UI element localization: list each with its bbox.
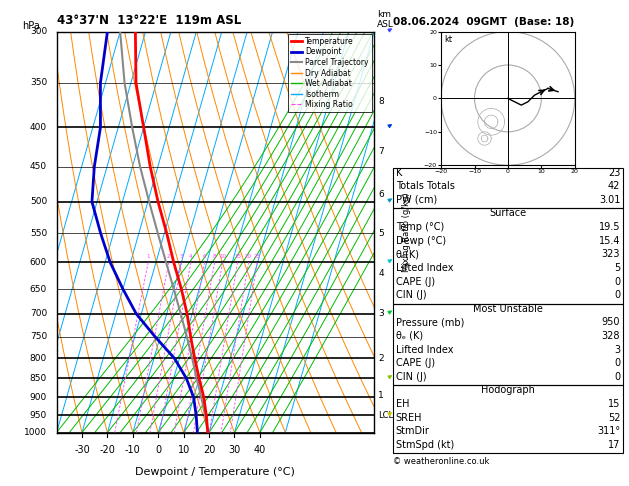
Text: Lifted Index: Lifted Index	[396, 263, 453, 273]
Text: 17: 17	[608, 440, 620, 450]
Text: 52: 52	[608, 413, 620, 423]
Text: Mixing Ratio (g/kg): Mixing Ratio (g/kg)	[401, 192, 411, 272]
Text: 1000: 1000	[24, 428, 47, 437]
Text: 0: 0	[614, 358, 620, 368]
Text: Pressure (mb): Pressure (mb)	[396, 317, 464, 328]
Text: 25: 25	[253, 254, 261, 259]
Text: Surface: Surface	[489, 208, 526, 219]
Text: 15: 15	[608, 399, 620, 409]
Text: 23: 23	[608, 168, 620, 178]
Text: 400: 400	[30, 123, 47, 132]
Text: 500: 500	[30, 197, 47, 206]
Text: km
ASL: km ASL	[377, 10, 394, 29]
Text: 5: 5	[378, 229, 384, 238]
Text: 1: 1	[147, 254, 150, 259]
Text: 950: 950	[30, 411, 47, 420]
Text: 15: 15	[234, 254, 241, 259]
Text: 15.4: 15.4	[599, 236, 620, 246]
Text: 350: 350	[30, 78, 47, 87]
Text: Temp (°C): Temp (°C)	[396, 222, 444, 232]
Text: CAPE (J): CAPE (J)	[396, 277, 435, 287]
Text: 6: 6	[203, 254, 206, 259]
Text: 10: 10	[177, 445, 190, 454]
Text: 1: 1	[378, 391, 384, 400]
Text: StmDir: StmDir	[396, 426, 430, 436]
Text: 950: 950	[602, 317, 620, 328]
Text: 40: 40	[253, 445, 266, 454]
Text: 0: 0	[614, 290, 620, 300]
Text: Most Unstable: Most Unstable	[473, 304, 543, 314]
Text: 08.06.2024  09GMT  (Base: 18): 08.06.2024 09GMT (Base: 18)	[393, 17, 574, 27]
Text: 311°: 311°	[597, 426, 620, 436]
Legend: Temperature, Dewpoint, Parcel Trajectory, Dry Adiabat, Wet Adiabat, Isotherm, Mi: Temperature, Dewpoint, Parcel Trajectory…	[288, 34, 372, 112]
Text: 30: 30	[228, 445, 241, 454]
Text: 42: 42	[608, 181, 620, 191]
Text: PW (cm): PW (cm)	[396, 195, 437, 205]
Text: -10: -10	[125, 445, 141, 454]
Text: kt: kt	[445, 35, 452, 44]
Text: 2: 2	[167, 254, 170, 259]
Text: 850: 850	[30, 374, 47, 383]
Text: 43°37'N  13°22'E  119m ASL: 43°37'N 13°22'E 119m ASL	[57, 14, 241, 27]
Text: θₑ (K): θₑ (K)	[396, 331, 423, 341]
Text: -30: -30	[74, 445, 90, 454]
Text: 650: 650	[30, 285, 47, 294]
Text: 0: 0	[614, 277, 620, 287]
Text: 0: 0	[155, 445, 161, 454]
Text: SREH: SREH	[396, 413, 422, 423]
Text: -20: -20	[99, 445, 115, 454]
Text: Lifted Index: Lifted Index	[396, 345, 453, 355]
Text: 4: 4	[378, 269, 384, 278]
Text: 10: 10	[219, 254, 226, 259]
Text: 4: 4	[189, 254, 192, 259]
Text: 323: 323	[602, 249, 620, 260]
Text: 8: 8	[213, 254, 216, 259]
Text: 0: 0	[614, 372, 620, 382]
Text: 3: 3	[614, 345, 620, 355]
Text: 6: 6	[378, 191, 384, 199]
Text: 550: 550	[30, 229, 47, 238]
Text: © weatheronline.co.uk: © weatheronline.co.uk	[393, 457, 489, 467]
Text: 450: 450	[30, 162, 47, 171]
Text: 3: 3	[180, 254, 183, 259]
Text: 3.01: 3.01	[599, 195, 620, 205]
Text: 300: 300	[30, 27, 47, 36]
Text: 900: 900	[30, 393, 47, 402]
Text: 328: 328	[602, 331, 620, 341]
Text: CIN (J): CIN (J)	[396, 290, 426, 300]
Text: Hodograph: Hodograph	[481, 385, 535, 396]
Text: 800: 800	[30, 354, 47, 363]
Text: 20: 20	[245, 254, 252, 259]
Text: Dewpoint / Temperature (°C): Dewpoint / Temperature (°C)	[135, 467, 296, 477]
Text: 3: 3	[378, 309, 384, 318]
Text: 600: 600	[30, 258, 47, 267]
Text: hPa: hPa	[22, 21, 40, 31]
Text: 2: 2	[378, 354, 384, 363]
Text: 5: 5	[614, 263, 620, 273]
Text: 19.5: 19.5	[599, 222, 620, 232]
Text: K: K	[396, 168, 402, 178]
Text: θₑ(K): θₑ(K)	[396, 249, 420, 260]
Text: Dewp (°C): Dewp (°C)	[396, 236, 446, 246]
Text: CIN (J): CIN (J)	[396, 372, 426, 382]
Text: 8: 8	[378, 97, 384, 106]
Text: 700: 700	[30, 309, 47, 318]
Text: LCL: LCL	[378, 411, 393, 420]
Text: StmSpd (kt): StmSpd (kt)	[396, 440, 454, 450]
Text: 20: 20	[203, 445, 215, 454]
Text: 750: 750	[30, 332, 47, 341]
Text: 7: 7	[378, 147, 384, 156]
Text: EH: EH	[396, 399, 409, 409]
Text: Totals Totals: Totals Totals	[396, 181, 455, 191]
Text: CAPE (J): CAPE (J)	[396, 358, 435, 368]
